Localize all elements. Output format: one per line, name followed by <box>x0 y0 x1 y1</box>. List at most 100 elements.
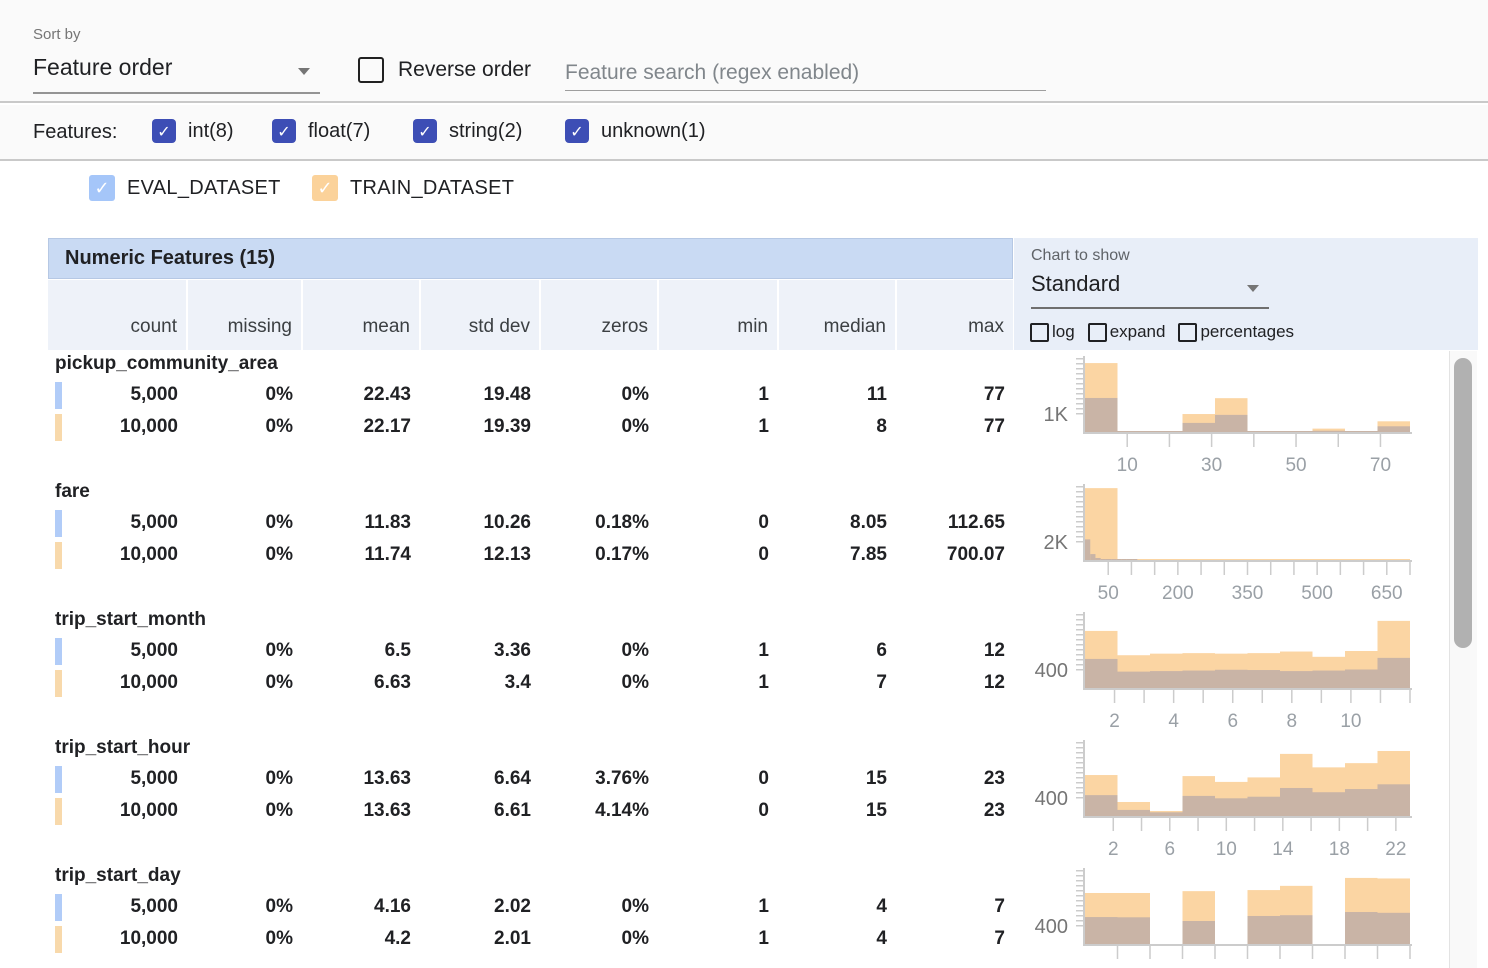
dataset-color-chip <box>55 414 62 441</box>
stat-value: 15 <box>865 768 887 789</box>
x-tick-label: 70 <box>1370 455 1391 476</box>
float-checkbox[interactable]: ✓ <box>272 119 296 143</box>
stat-value: 1 <box>758 672 769 693</box>
x-tick-label: 8 <box>1287 711 1298 732</box>
reverse-order-label: Reverse order <box>398 58 532 81</box>
histogram-chart[interactable] <box>1060 868 1416 968</box>
feature-name: trip_start_month <box>55 609 206 630</box>
x-tick-label: 10 <box>1216 839 1237 860</box>
column-header-row: count missing mean std dev zeros min med… <box>48 280 1013 350</box>
eval-dataset-checkbox[interactable]: ✓ <box>89 175 115 201</box>
x-tick-label: 6 <box>1227 711 1238 732</box>
x-tick-label: 10 <box>1117 455 1138 476</box>
x-tick-label: 22 <box>1385 839 1406 860</box>
chart-to-show-label: Chart to show <box>1031 247 1130 264</box>
stat-value: 0% <box>265 544 293 565</box>
stat-value: 12 <box>983 640 1005 661</box>
int-checkbox[interactable]: ✓ <box>152 119 176 143</box>
dataset-color-chip <box>55 798 62 825</box>
stat-value: 4 <box>876 896 887 917</box>
chart-controls-panel: Chart to show Standard log expand percen… <box>1014 238 1478 350</box>
chevron-down-icon <box>1247 285 1259 292</box>
stat-value: 1 <box>758 384 769 405</box>
toggle-percentages: percentages <box>1178 322 1294 342</box>
stat-value: 3.36 <box>494 640 531 661</box>
chart-type-select[interactable]: Standard <box>1031 271 1269 309</box>
feature-search-input[interactable] <box>565 56 1046 91</box>
column-header-median: median <box>777 280 895 350</box>
x-tick-label: 650 <box>1371 583 1403 604</box>
x-tick-label: 50 <box>1098 583 1119 604</box>
train-dataset-checkbox[interactable]: ✓ <box>312 175 338 201</box>
x-tick-label: 10 <box>1340 711 1361 732</box>
string-checkbox[interactable]: ✓ <box>413 119 437 143</box>
stat-value: 5,000 <box>130 768 178 789</box>
stat-value: 0% <box>621 384 649 405</box>
stat-value: 77 <box>983 384 1005 405</box>
unknown-checkbox[interactable]: ✓ <box>565 119 589 143</box>
stat-value: 10,000 <box>119 928 178 949</box>
stat-value: 8.05 <box>850 512 887 533</box>
numeric-features-title: Numeric Features (15) <box>48 238 1013 279</box>
x-tick-label: 350 <box>1232 583 1264 604</box>
stat-value: 77 <box>983 416 1005 437</box>
sort-by-select[interactable]: Feature order <box>33 54 320 94</box>
x-tick-label: 50 <box>1285 455 1306 476</box>
stat-value: 13.63 <box>363 768 411 789</box>
reverse-order-checkbox[interactable] <box>358 57 384 83</box>
y-axis-label: 400 <box>1034 788 1068 810</box>
x-tick-label: 200 <box>1162 583 1194 604</box>
histogram-chart[interactable]: 10 30 50 70 <box>1060 356 1416 480</box>
stat-value: 6.64 <box>494 768 531 789</box>
stat-value: 0% <box>265 672 293 693</box>
feature-stats-row: 10,000 0% 4.2 2.01 0% 1 4 7 <box>48 924 1013 954</box>
feature-stats-row: 5,000 0% 13.63 6.64 3.76% 0 15 23 <box>48 764 1013 794</box>
percentages-label: percentages <box>1200 322 1295 341</box>
log-checkbox[interactable] <box>1030 322 1049 342</box>
stat-value: 10.26 <box>483 512 531 533</box>
x-tick-label: 4 <box>1168 711 1179 732</box>
percentages-checkbox[interactable] <box>1178 322 1198 342</box>
stat-value: 11 <box>866 384 887 405</box>
feature-name: fare <box>55 481 90 502</box>
feature-block: pickup_community_area 5,000 0% 22.43 19.48 0%… <box>48 352 1013 478</box>
stat-value: 5,000 <box>130 512 178 533</box>
y-axis-label: 400 <box>1034 660 1068 682</box>
filter-item-float: ✓ float(7) <box>272 119 370 143</box>
stat-value: 6.61 <box>494 800 531 821</box>
x-tick-label: 2 <box>1108 839 1119 860</box>
stat-value: 7 <box>876 672 887 693</box>
filter-item-string: ✓ string(2) <box>413 119 522 143</box>
histogram-chart[interactable]: 50 200 350 500 650 <box>1060 484 1416 608</box>
feature-block: fare 5,000 0% 11.83 10.26 0.18% 0 8.05 112.65 10,… <box>48 480 1013 606</box>
chart-type-value: Standard <box>1031 271 1121 296</box>
stat-value: 4.2 <box>384 928 411 949</box>
stat-value: 0 <box>758 512 769 533</box>
scrollbar-thumb[interactable] <box>1454 358 1472 648</box>
stat-value: 0.17% <box>595 544 649 565</box>
stat-value: 5,000 <box>130 384 178 405</box>
stat-value: 6 <box>876 640 887 661</box>
stat-value: 10,000 <box>119 544 178 565</box>
feature-block: trip_start_month 5,000 0% 6.5 3.36 0% 1 6 12 10,0… <box>48 608 1013 734</box>
column-header-std-dev: std dev <box>419 280 539 350</box>
stat-value: 23 <box>983 768 1005 789</box>
histogram-chart[interactable]: 2 6 10 14 18 22 <box>1060 740 1416 864</box>
stat-value: 0% <box>621 928 649 949</box>
histogram-chart[interactable]: 2 4 6 8 10 <box>1060 612 1416 736</box>
dataset-color-chip <box>55 670 62 697</box>
stat-value: 11.83 <box>364 512 412 533</box>
feature-stats-row: 5,000 0% 11.83 10.26 0.18% 0 8.05 112.65 <box>48 508 1013 538</box>
stat-value: 10,000 <box>119 800 178 821</box>
stat-value: 8 <box>876 416 887 437</box>
expand-checkbox[interactable] <box>1087 322 1107 342</box>
column-header-missing: missing <box>186 280 301 350</box>
stat-value: 3.4 <box>504 672 531 693</box>
stat-value: 2.02 <box>494 896 531 917</box>
stat-value: 0% <box>265 896 293 917</box>
stat-value: 2.01 <box>494 928 531 949</box>
x-tick-label: 500 <box>1301 583 1333 604</box>
stat-value: 5,000 <box>130 640 178 661</box>
stat-value: 0 <box>758 544 769 565</box>
stat-value: 0% <box>621 416 649 437</box>
